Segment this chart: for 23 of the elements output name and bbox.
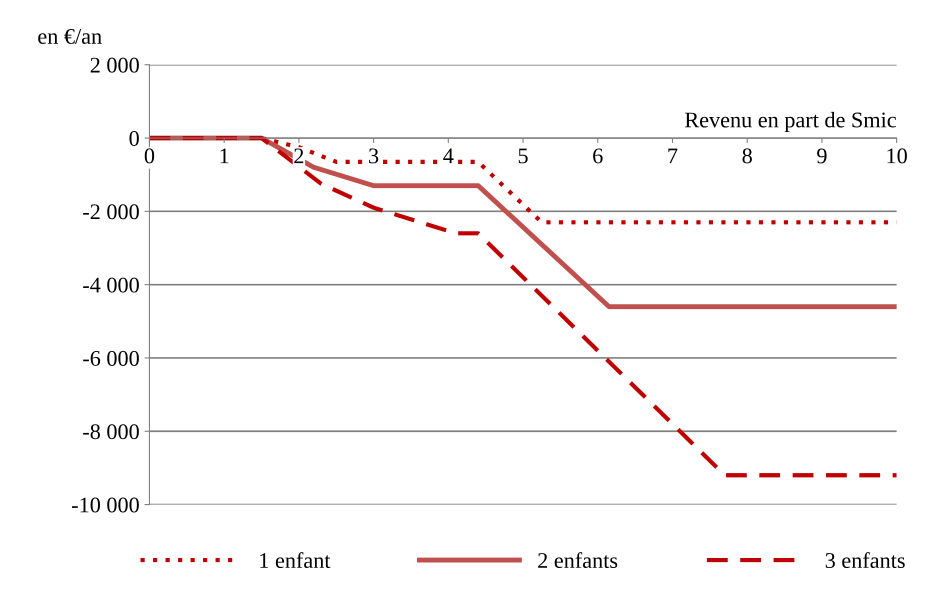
legend-label: 3 enfants [826,552,905,568]
x-tick-label: 1 [220,148,228,164]
y-tick-label: -10 000 [72,498,139,512]
x-tick-label: 0 [144,148,154,164]
legend-label: 1 enfant [260,552,330,568]
y-tick-label: -6 000 [83,350,139,366]
y-tick-label: 0 [129,130,139,146]
y-tick-label: -4 000 [83,278,139,293]
x-tick-label: 10 [887,148,907,164]
y-tick-label: -2 000 [83,204,139,220]
x-tick-label: 3 [369,148,378,164]
x-tick-label: 7 [668,148,678,164]
x-tick-label: 9 [817,148,827,164]
legend-label: 2 enfants [538,552,618,568]
x-tick-label: 2 [294,148,304,164]
x-tick-label: 5 [518,148,528,164]
y-axis-title: en €/an [38,28,102,44]
x-tick-label: 6 [593,148,603,164]
y-tick-label: -8 000 [83,424,139,440]
y-tick-label: 2 000 [90,58,139,73]
x-axis-title: Revenu en part de Smic [684,112,896,132]
x-tick-label: 8 [742,148,752,164]
x-tick-label: 4 [443,148,454,164]
